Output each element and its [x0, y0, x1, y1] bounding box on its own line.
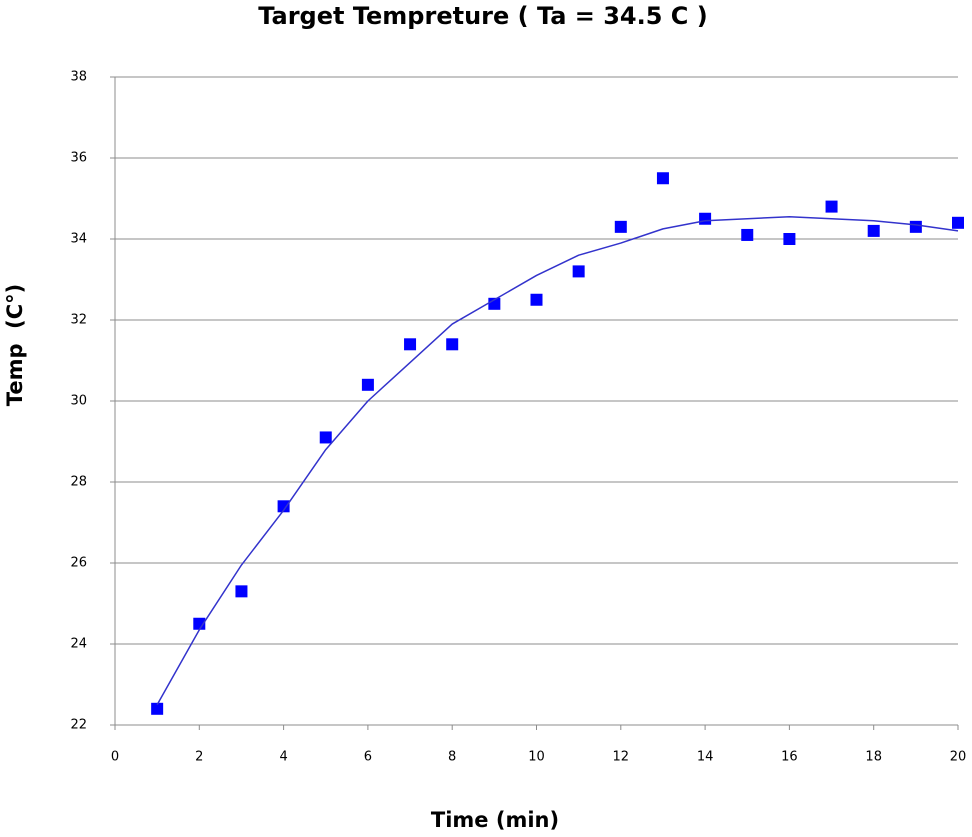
marker [783, 233, 796, 245]
x-tick-label: 0 [111, 750, 119, 765]
chart-title: Target Tempreture ( Ta = 34.5 C ) [258, 2, 708, 30]
y-tick-label: 36 [70, 151, 87, 166]
x-tick-label: 16 [781, 750, 798, 765]
trend-line [156, 215, 959, 706]
marker [614, 220, 627, 233]
marker [867, 224, 880, 237]
marker [530, 293, 543, 306]
y-tick-label: 24 [70, 637, 87, 652]
y-tick-label: 32 [70, 313, 87, 328]
y-tick-label: 26 [70, 556, 87, 571]
x-tick-label: 8 [448, 750, 456, 765]
x-axis-title: Time (min) [431, 808, 559, 832]
marker [193, 617, 206, 630]
marker [656, 172, 669, 185]
x-tick-label: 20 [950, 750, 967, 765]
marker [825, 200, 838, 213]
marker [572, 265, 585, 278]
marker [909, 220, 922, 233]
marker [741, 228, 754, 241]
marker [404, 338, 417, 351]
y-tick-label: 38 [70, 70, 87, 85]
marker [277, 500, 290, 513]
marker [235, 585, 248, 598]
y-tick-label: 22 [70, 718, 87, 733]
x-tick-label: 4 [279, 750, 287, 765]
marker [699, 212, 712, 225]
marker [361, 378, 374, 391]
marker [952, 216, 964, 229]
marker [151, 702, 164, 715]
x-tick-label: 10 [528, 750, 545, 765]
marker [319, 431, 332, 444]
y-tick-label: 28 [70, 475, 87, 490]
x-tick-label: 14 [697, 750, 714, 765]
x-tick-label: 2 [195, 750, 203, 765]
y-axis-title: Temp (C°) [3, 284, 27, 406]
x-tick-label: 18 [865, 750, 882, 765]
x-tick-label: 12 [613, 750, 630, 765]
x-tick-label: 6 [364, 750, 372, 765]
y-tick-label: 34 [70, 232, 87, 247]
y-tick-label: 30 [70, 394, 87, 409]
marker [446, 338, 459, 351]
